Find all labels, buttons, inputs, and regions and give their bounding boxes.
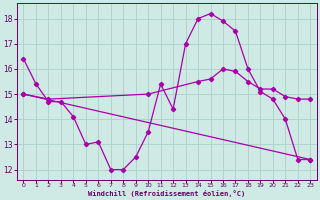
X-axis label: Windchill (Refroidissement éolien,°C): Windchill (Refroidissement éolien,°C)	[88, 190, 245, 197]
